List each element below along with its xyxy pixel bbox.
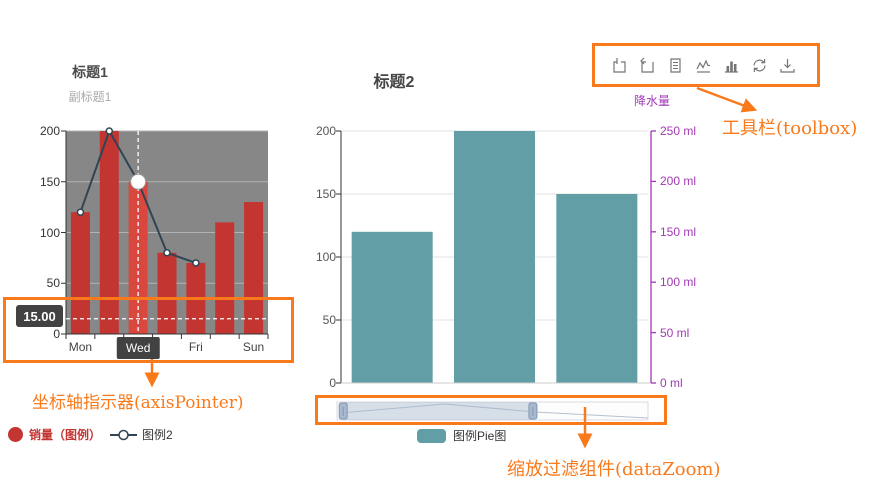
chart2-bar-1[interactable] bbox=[351, 231, 433, 383]
magic-type-bar-icon[interactable] bbox=[723, 57, 740, 74]
toolbox-annotation-arrow bbox=[696, 86, 758, 113]
chart2-y2-axis-label: 200 ml bbox=[660, 174, 697, 189]
chart2-y-axis-label: 200 bbox=[315, 124, 336, 138]
axispointer-value-tooltip: 15.00 bbox=[16, 305, 63, 327]
legend-line-label: 图例2 bbox=[142, 428, 173, 442]
chart1-x-axis-label: Mon bbox=[68, 340, 93, 354]
chart2-title: 标题2 bbox=[373, 74, 415, 91]
chart1-plot bbox=[61, 127, 269, 339]
chart2-legend: 图例Pie图 bbox=[417, 427, 506, 444]
chart2-plot bbox=[336, 130, 656, 384]
chart1-subtitle: 副标题1 bbox=[68, 90, 112, 104]
chart1-bar-Mon[interactable] bbox=[70, 212, 90, 334]
chart1-line-point[interactable] bbox=[163, 249, 171, 257]
legend-pie-label: 图例Pie图 bbox=[453, 429, 507, 443]
save-as-image-icon[interactable] bbox=[779, 57, 796, 74]
legend-item-pie[interactable]: 图例Pie图 bbox=[417, 427, 506, 444]
chart1-line-point[interactable] bbox=[192, 259, 200, 267]
chart1-legend: 销量（图例） 图例2 bbox=[8, 426, 173, 443]
zoom-reset-icon[interactable] bbox=[639, 57, 656, 74]
chart2-y2-axis-label: 50 ml bbox=[660, 325, 690, 340]
chart1-y-axis-label: 150 bbox=[39, 174, 60, 189]
chart1-bar-Tue[interactable] bbox=[99, 131, 119, 334]
restore-icon[interactable] bbox=[751, 57, 768, 74]
datazoom-selected-range[interactable] bbox=[343, 402, 533, 420]
magic-type-line-icon[interactable] bbox=[695, 57, 712, 74]
datazoom-slider[interactable] bbox=[336, 401, 649, 421]
chart2-y2-axis-label: 250 ml bbox=[660, 124, 697, 138]
zoom-select-icon[interactable] bbox=[611, 57, 628, 74]
chart1-bar-Sun[interactable] bbox=[244, 202, 264, 334]
datazoom-annotation-label: 缩放过滤组件(dataZoom) bbox=[507, 459, 721, 480]
chart2-y2-axis-label: 0 ml bbox=[660, 376, 683, 390]
chart1-line-point[interactable] bbox=[76, 208, 85, 216]
chart1-bar-Fri[interactable] bbox=[186, 262, 206, 334]
toolbox bbox=[592, 43, 820, 87]
chart1-x-axis-label: Fri bbox=[188, 340, 203, 354]
legend-line-marker bbox=[110, 428, 138, 442]
chart1-line-point[interactable] bbox=[105, 127, 114, 135]
chart1-y-axis-label: 200 bbox=[39, 124, 60, 138]
chart2-y2-axis-label: 150 ml bbox=[660, 224, 697, 239]
axispointer-x-label: Wed bbox=[116, 337, 160, 359]
chart2-y-axis-label: 0 bbox=[329, 376, 336, 390]
chart1-x-axis-label: Sun bbox=[242, 340, 265, 354]
chart1-title: 标题1 bbox=[72, 64, 108, 80]
chart2-y-axis-label: 100 bbox=[315, 250, 336, 264]
legend-pie-marker bbox=[417, 428, 446, 443]
chart2-y-axis-label: 150 bbox=[315, 187, 336, 201]
toolbox-annotation-label: 工具栏(toolbox) bbox=[722, 118, 858, 139]
datazoom-data-shadow bbox=[339, 403, 649, 419]
legend-item-line[interactable]: 图例2 bbox=[110, 426, 173, 443]
legend-sales-marker bbox=[8, 427, 23, 442]
data-view-icon[interactable] bbox=[667, 57, 684, 74]
axispointer-annotation-label: 坐标轴指示器(axisPointer) bbox=[32, 393, 244, 413]
chart2-y2-axis-label: 100 ml bbox=[660, 275, 697, 290]
secondary-axis-name: 降水量 bbox=[633, 94, 670, 108]
axispointer-emphasis-point[interactable] bbox=[130, 173, 147, 190]
legend-sales-label: 销量（图例） bbox=[29, 428, 102, 442]
chart1-y-axis-label: 100 bbox=[39, 225, 60, 240]
chart2-bar-2[interactable] bbox=[454, 131, 535, 383]
legend-item-sales[interactable]: 销量（图例） bbox=[8, 426, 101, 443]
chart1-y-axis-label: 50 bbox=[46, 276, 60, 291]
chart1-y-axis-label: 0 bbox=[53, 327, 60, 341]
chart2-y-axis-label: 50 bbox=[322, 313, 336, 327]
chart1-bar-Sat[interactable] bbox=[215, 222, 235, 334]
chart2-bar-3[interactable] bbox=[556, 194, 638, 383]
chart1-bar-Thu[interactable] bbox=[157, 252, 177, 334]
